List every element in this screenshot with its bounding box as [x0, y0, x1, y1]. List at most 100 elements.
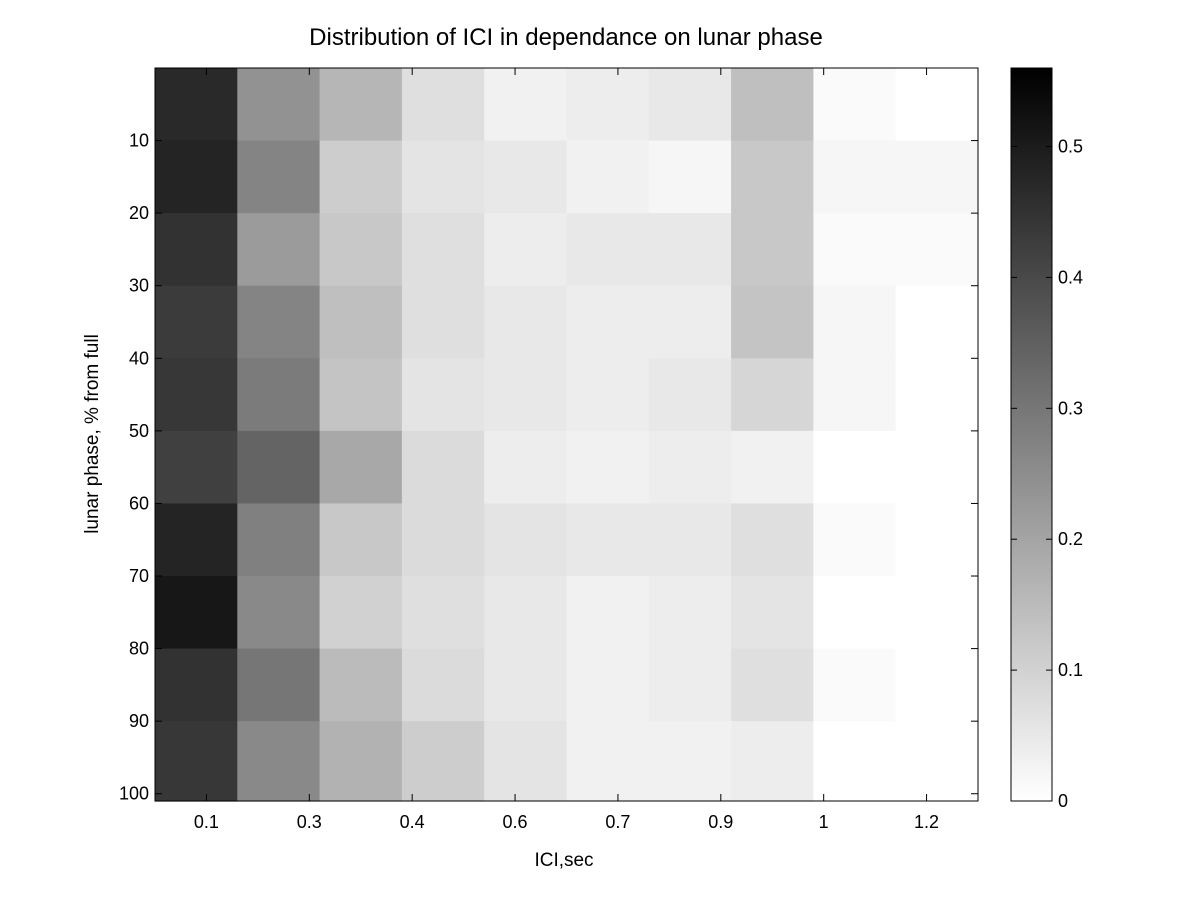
heatmap-cell — [566, 213, 650, 287]
x-tick-label: 0.7 — [605, 812, 630, 832]
heatmap-cell — [813, 648, 897, 722]
y-tick-label: 80 — [129, 639, 149, 659]
heatmap-cell — [155, 285, 238, 359]
heatmap-cell — [731, 68, 814, 142]
y-tick-label: 100 — [119, 784, 149, 804]
heatmap-cell — [401, 576, 485, 650]
heatmap-cell — [237, 648, 321, 722]
heatmap-cell — [648, 430, 732, 505]
heatmap-cell — [319, 648, 403, 722]
heatmap-cell — [319, 213, 403, 287]
colorbar-tick-label: 0.4 — [1058, 267, 1083, 287]
heatmap-cell — [813, 68, 897, 142]
heatmap-cell — [237, 213, 321, 287]
heatmap-cell — [648, 503, 732, 577]
x-tick-label: 1.2 — [914, 812, 939, 832]
chart-title: Distribution of ICI in dependance on lun… — [309, 24, 823, 51]
heatmap-cell — [566, 576, 650, 650]
heatmap-cell — [401, 648, 485, 722]
heatmap-cell — [401, 503, 485, 577]
heatmap-cell — [155, 503, 238, 577]
heatmap-cell — [895, 285, 979, 359]
colorbar-tick-label: 0.2 — [1058, 529, 1083, 549]
heatmap-cell — [401, 140, 485, 214]
heatmap-cell — [813, 721, 897, 802]
heatmap-cell — [484, 213, 568, 287]
x-axis: 0.1 0.3 0.4 0.6 0.7 0.9 1 1.2 — [194, 68, 939, 832]
colorbar-tick-label: 0.1 — [1058, 660, 1083, 680]
heatmap-cell — [319, 430, 403, 505]
heatmap-cell — [155, 140, 238, 214]
heatmap-cell — [566, 358, 650, 432]
heatmap-cell — [484, 430, 568, 505]
heatmap-cells — [155, 68, 979, 802]
heatmap-cell — [484, 285, 568, 359]
heatmap-cell — [648, 140, 732, 214]
y-tick-label: 70 — [129, 566, 149, 586]
heatmap-cell — [237, 721, 321, 802]
heatmap-cell — [484, 576, 568, 650]
heatmap-cell — [731, 358, 814, 432]
heatmap-cell — [566, 503, 650, 577]
heatmap-cell — [566, 140, 650, 214]
heatmap-cell — [319, 503, 403, 577]
heatmap-cell — [401, 213, 485, 287]
heatmap-cell — [401, 358, 485, 432]
heatmap-cell — [237, 503, 321, 577]
heatmap-cell — [813, 430, 897, 505]
heatmap-cell — [319, 721, 403, 802]
colorbar-tick-label: 0.3 — [1058, 398, 1083, 418]
y-tick-label: 40 — [129, 348, 149, 368]
y-tick-label: 60 — [129, 493, 149, 513]
x-tick-label: 0.1 — [194, 812, 219, 832]
heatmap-cell — [813, 285, 897, 359]
heatmap-cell — [319, 576, 403, 650]
plot-frame — [154, 67, 979, 802]
heatmap-cell — [319, 140, 403, 214]
heatmap-cell — [237, 68, 321, 142]
heatmap-cell — [648, 285, 732, 359]
heatmap-cell — [895, 503, 979, 577]
heatmap-cell — [319, 68, 403, 142]
heatmap-cell — [155, 68, 238, 142]
heatmap-cell — [648, 648, 732, 722]
heatmap-cell — [731, 576, 814, 650]
heatmap-cell — [895, 576, 979, 650]
heatmap-cell — [484, 648, 568, 722]
heatmap-cell — [484, 68, 568, 142]
x-tick-label: 0.9 — [708, 812, 733, 832]
heatmap-cell — [648, 358, 732, 432]
heatmap-cell — [813, 503, 897, 577]
colorbar-tick-label: 0.5 — [1058, 137, 1083, 157]
heatmap-cell — [155, 721, 238, 802]
heatmap-cell — [731, 140, 814, 214]
colorbar-tick-label: 0 — [1058, 791, 1068, 811]
heatmap-cell — [566, 721, 650, 802]
heatmap-cell — [401, 721, 485, 802]
heatmap-cell — [155, 430, 238, 505]
heatmap-cell — [237, 430, 321, 505]
heatmap-cell — [813, 213, 897, 287]
heatmap-cell — [813, 576, 897, 650]
heatmap-cell — [566, 285, 650, 359]
heatmap-cell — [401, 430, 485, 505]
heatmap-cell — [895, 140, 979, 214]
heatmap-cell — [895, 358, 979, 432]
heatmap-cell — [731, 648, 814, 722]
heatmap-cell — [566, 648, 650, 722]
heatmap-cell — [484, 358, 568, 432]
y-tick-label: 20 — [129, 203, 149, 223]
heatmap-cell — [648, 576, 732, 650]
x-axis-label: ICI,sec — [534, 850, 593, 871]
heatmap-cell — [237, 140, 321, 214]
x-tick-label: 0.6 — [503, 812, 528, 832]
y-axis-label: lunar phase, % from full — [82, 334, 103, 534]
x-tick-label: 0.4 — [400, 812, 425, 832]
heatmap-cell — [731, 721, 814, 802]
heatmap-cell — [237, 285, 321, 359]
x-tick-label: 0.3 — [297, 812, 322, 832]
heatmap-cell — [731, 430, 814, 505]
colorbar — [1010, 67, 1053, 802]
y-tick-label: 10 — [129, 131, 149, 151]
y-axis: 10 20 30 40 50 60 70 80 90 100 — [119, 131, 978, 804]
